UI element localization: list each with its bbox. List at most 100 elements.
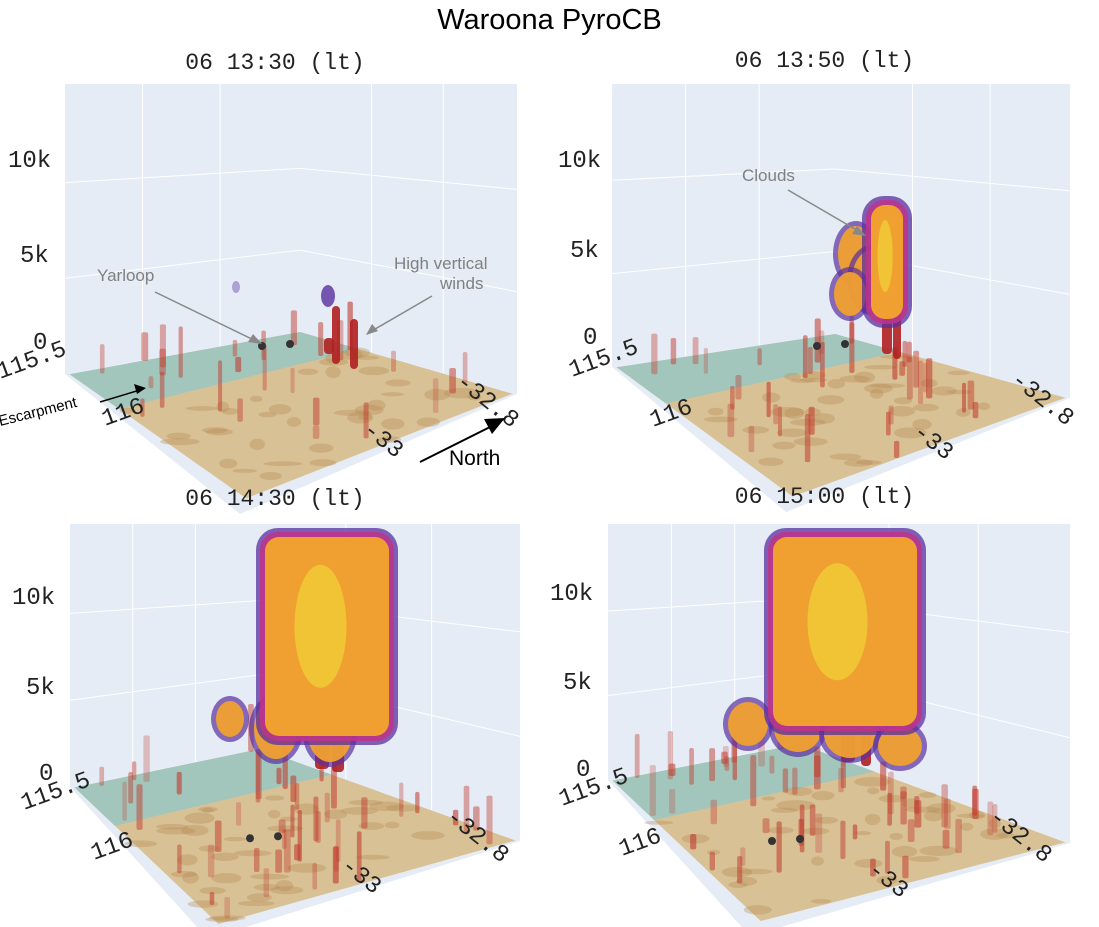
vertical-wind-streak: [906, 341, 912, 363]
terrain-texture: [386, 804, 420, 812]
lon-tick-116: 116: [616, 823, 666, 863]
terrain-texture: [891, 845, 918, 858]
terrain-texture: [912, 418, 932, 430]
vertical-wind-streak: [473, 806, 480, 831]
scene-3d[interactable]: 10k 5k 0 115.5 116 -32.8 -33 Yarloop Hig…: [0, 44, 550, 514]
vertical-wind-streak: [807, 346, 813, 375]
terrain-texture: [201, 807, 214, 813]
vertical-wind-streak: [207, 844, 215, 878]
vertical-wind-streak: [253, 847, 260, 873]
vertical-wind-streak: [255, 751, 261, 803]
high-winds-arrowhead: [366, 324, 378, 335]
small-cloud-blob: [321, 285, 335, 307]
clouds-arrow: [787, 189, 861, 233]
terrain-texture: [205, 916, 239, 922]
terrain-texture: [369, 801, 405, 812]
terrain-texture: [181, 824, 209, 836]
vertical-wind-streak: [900, 791, 907, 825]
vertical-wind-streak: [312, 397, 320, 426]
terrain-texture: [772, 441, 796, 450]
terrain-texture: [776, 428, 808, 438]
vertical-wind-streak: [802, 335, 808, 379]
terrain-texture: [813, 413, 835, 424]
terrain-texture: [988, 818, 1001, 829]
terrain-texture: [258, 411, 277, 418]
vertical-wind-streak: [361, 797, 368, 829]
terrain-texture: [817, 395, 845, 405]
terrain-texture: [894, 397, 913, 405]
clouds-arrowhead: [852, 226, 866, 236]
north-label: North: [449, 447, 500, 470]
vertical-wind-streak: [942, 829, 950, 849]
lon-tick-116: 116: [88, 827, 138, 867]
terrain-texture: [728, 881, 748, 889]
z-gridline: [611, 168, 1071, 192]
vertical-wind-streak: [820, 342, 825, 388]
terrain-texture: [219, 458, 238, 469]
scene-3d[interactable]: 10k 5k 0 115.5 116 -32.8 -33 Clouds: [550, 44, 1099, 512]
vertical-wind-streak: [294, 783, 300, 810]
terrain-texture: [864, 364, 897, 370]
town-marker: [286, 340, 294, 348]
vertical-wind-streak: [209, 891, 215, 905]
terrain-texture: [864, 383, 893, 394]
terrain-texture: [216, 401, 230, 413]
vertical-wind-streak: [415, 791, 420, 814]
terrain-texture: [221, 407, 239, 415]
vertical-wind-streak: [294, 844, 301, 861]
terrain-texture: [770, 807, 798, 813]
terrain-texture: [923, 810, 943, 822]
scene-3d[interactable]: 10k 5k 0 115.5 116 -32.8 -33: [550, 484, 1099, 927]
terrain-texture: [703, 416, 738, 423]
terrain-texture: [211, 872, 242, 884]
terrain-texture: [324, 809, 348, 820]
vertical-wind-streak: [923, 362, 928, 393]
panel-title: 06 13:30 (lt): [185, 50, 365, 76]
updraft-column: [350, 319, 358, 369]
terrain-texture: [119, 407, 136, 414]
vertical-wind-streak: [283, 829, 291, 873]
terrain-texture: [908, 856, 941, 862]
vertical-wind-streak: [689, 748, 694, 785]
terrain-texture: [839, 375, 870, 383]
north-arrowhead: [484, 418, 505, 434]
scene-3d[interactable]: 10k 5k 0 115.5 116 -32.8 -33: [0, 484, 550, 927]
vertical-wind-streak: [232, 339, 238, 357]
terrain-texture: [721, 866, 753, 878]
terrain-texture: [770, 407, 805, 417]
vertical-wind-streak: [918, 360, 924, 404]
terrain-texture: [931, 386, 957, 396]
terrain-texture: [309, 459, 337, 467]
north-arrow: [419, 425, 493, 463]
terrain-texture: [308, 443, 334, 453]
vertical-wind-streak: [290, 310, 298, 346]
terrain-texture: [358, 366, 390, 376]
terrain-texture: [947, 370, 970, 376]
vertical-wind-streak: [962, 382, 967, 413]
vertical-wind-streak: [177, 844, 182, 874]
z-tick-10k: 10k: [550, 581, 593, 608]
vertical-wind-streak: [987, 801, 994, 836]
vertical-wind-streak: [275, 849, 283, 873]
terrain-texture: [919, 845, 958, 856]
terrain-texture: [378, 436, 402, 443]
vertical-wind-streak: [943, 798, 951, 829]
terrain-texture: [354, 404, 384, 416]
vertical-wind-streak: [809, 804, 816, 836]
terrain-texture: [867, 787, 880, 795]
vertical-wind-streak: [391, 350, 396, 372]
vertical-wind-streak: [276, 767, 282, 785]
vertical-wind-streak: [290, 367, 295, 394]
terrain-texture: [287, 863, 327, 873]
yarloop-arrow: [154, 291, 259, 343]
vertical-wind-streak: [159, 348, 166, 376]
vertical-wind-streak: [888, 405, 894, 425]
vertical-wind-streak: [852, 824, 858, 840]
terrain-texture: [159, 438, 200, 446]
terrain-texture: [265, 795, 285, 801]
high-winds-label-line1: High vertical: [394, 254, 488, 273]
terrain-texture: [177, 854, 198, 866]
vertical-wind-streak: [670, 337, 677, 365]
terrain-texture: [340, 806, 379, 815]
terrain-texture: [358, 822, 385, 830]
